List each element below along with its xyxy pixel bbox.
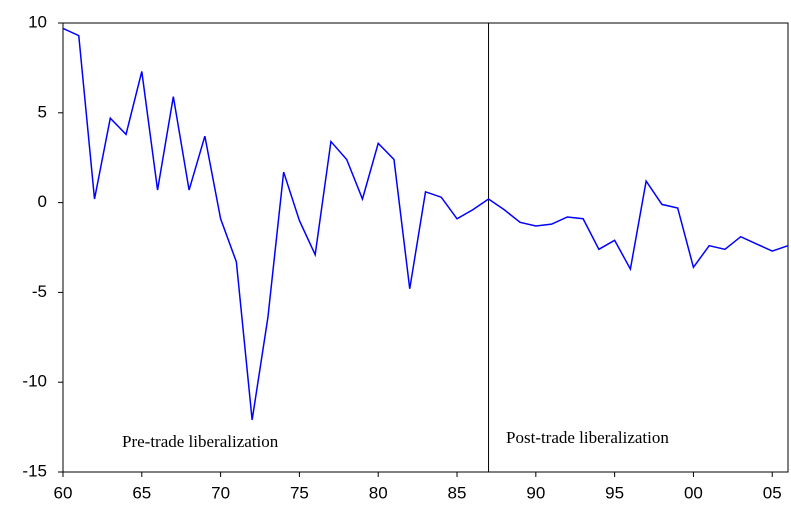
- x-tick-label: 80: [369, 483, 388, 502]
- y-tick-label: -10: [22, 372, 47, 391]
- x-tick-label: 00: [684, 483, 703, 502]
- annotation: Post-trade liberalization: [506, 428, 669, 447]
- data-line: [62, 27, 789, 421]
- y-tick-label: 5: [38, 102, 47, 121]
- y-tick-label: 10: [28, 12, 47, 31]
- annotation: Pre-trade liberalization: [122, 432, 279, 451]
- x-tick-label: 60: [54, 483, 73, 502]
- y-tick-label: 0: [38, 192, 47, 211]
- y-tick-label: -15: [22, 461, 47, 480]
- y-tick-label: -5: [32, 282, 47, 301]
- x-tick-label: 65: [132, 483, 151, 502]
- x-tick-label: 90: [526, 483, 545, 502]
- x-tick-label: 95: [605, 483, 624, 502]
- x-tick-label: 05: [763, 483, 782, 502]
- x-tick-label: 75: [290, 483, 309, 502]
- plot-frame: [62, 22, 789, 473]
- x-tick-label: 70: [211, 483, 230, 502]
- x-tick-label: 85: [448, 483, 467, 502]
